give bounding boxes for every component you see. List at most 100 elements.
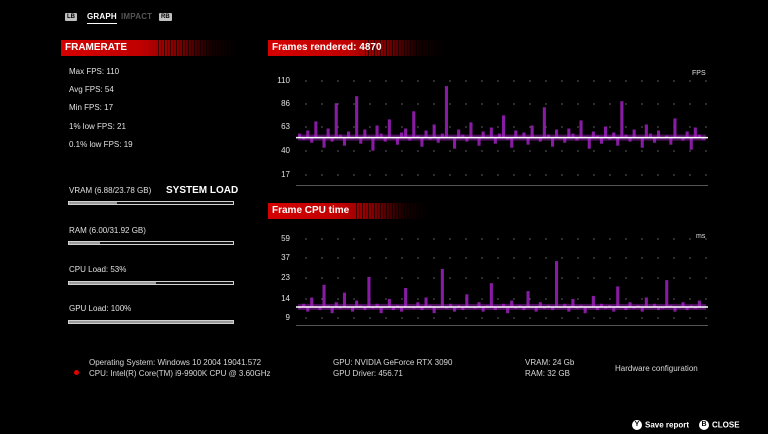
grid-dot	[705, 150, 707, 152]
grid-dot	[593, 317, 595, 319]
data-bar	[673, 118, 677, 138]
grid-dot	[513, 126, 515, 128]
grid-dot	[305, 174, 307, 176]
data-bar	[489, 283, 493, 307]
grid-dot	[385, 174, 387, 176]
grid-dot	[369, 317, 371, 319]
grid-dot	[641, 257, 643, 259]
data-bar	[440, 269, 444, 307]
grid-dot	[593, 80, 595, 82]
data-bar	[591, 295, 595, 307]
grid-dot	[465, 174, 467, 176]
grid-dot	[417, 238, 419, 240]
data-bar	[465, 294, 469, 307]
data-bar	[310, 297, 314, 307]
grid-dot	[433, 103, 435, 105]
grid-dot	[673, 103, 675, 105]
grid-dot	[529, 257, 531, 259]
data-bar	[571, 299, 575, 307]
grid-dot	[433, 150, 435, 152]
grid-dot	[417, 126, 419, 128]
grid-dot	[401, 80, 403, 82]
grid-dot	[545, 298, 547, 300]
data-bar	[510, 300, 514, 307]
cpu-time-chart-header: Frame CPU time	[268, 203, 428, 219]
grid-dot	[593, 126, 595, 128]
data-bar	[412, 111, 416, 138]
grid-dot	[449, 80, 451, 82]
cpu-time-chart	[296, 238, 708, 326]
grid-dot	[625, 150, 627, 152]
grid-dot	[497, 150, 499, 152]
cpu-load-bar-fill	[69, 282, 156, 284]
lb-bumper-icon[interactable]: LB	[65, 13, 77, 21]
grid-dot	[321, 103, 323, 105]
grid-dot	[417, 317, 419, 319]
data-bar	[322, 137, 326, 148]
close-button[interactable]: B CLOSE	[699, 416, 740, 434]
tab-impact[interactable]: IMPACT	[121, 12, 153, 21]
grid-dot	[689, 257, 691, 259]
grid-dot	[705, 238, 707, 240]
grid-dot	[481, 80, 483, 82]
data-bar	[395, 137, 399, 145]
grid-dot	[545, 238, 547, 240]
grid-dot	[641, 126, 643, 128]
grid-dot	[401, 174, 403, 176]
data-bar	[493, 137, 497, 144]
b-button-icon: B	[699, 419, 709, 430]
grid-dot	[689, 317, 691, 319]
data-bar	[640, 137, 644, 148]
grid-dot	[337, 238, 339, 240]
grid-dot	[673, 298, 675, 300]
grid-dot	[353, 298, 355, 300]
grid-dot	[385, 80, 387, 82]
grid-dot	[305, 238, 307, 240]
tab-graph[interactable]: GRAPH	[87, 12, 117, 24]
grid-dot	[513, 238, 515, 240]
cpu-load-bar	[68, 281, 234, 285]
vram-bar-fill	[69, 202, 117, 204]
data-bar	[510, 137, 514, 148]
grid-dot	[321, 257, 323, 259]
grid-dot	[449, 103, 451, 105]
grid-dot	[449, 238, 451, 240]
grid-dot	[337, 174, 339, 176]
grid-dot	[465, 126, 467, 128]
grid-dot	[625, 80, 627, 82]
grid-dot	[497, 317, 499, 319]
rb-bumper-icon[interactable]: RB	[159, 13, 172, 21]
data-bar	[444, 86, 448, 138]
close-label: CLOSE	[712, 420, 740, 430]
data-bar	[424, 130, 428, 138]
grid-dot	[705, 317, 707, 319]
grid-dot	[609, 238, 611, 240]
grid-dot	[337, 80, 339, 82]
data-bar	[689, 137, 693, 150]
save-report-button[interactable]: Y Save report	[632, 416, 689, 434]
data-bar	[616, 286, 620, 307]
grid-dot	[593, 174, 595, 176]
framerate-header: FRAMERATE	[61, 40, 237, 56]
grid-dot	[481, 126, 483, 128]
grid-dot	[513, 277, 515, 279]
data-bar	[632, 129, 636, 138]
grid-dot	[497, 103, 499, 105]
data-bar	[469, 122, 473, 138]
grid-dot	[433, 298, 435, 300]
grid-dot	[545, 150, 547, 152]
grid-dot	[353, 238, 355, 240]
grid-dot	[577, 80, 579, 82]
grid-dot	[417, 150, 419, 152]
red-dot-icon	[74, 370, 79, 375]
gpu-load-bar-fill	[69, 321, 233, 323]
grid-dot	[609, 257, 611, 259]
data-bar	[481, 131, 485, 138]
gpu-driver-info: GPU Driver: 456.71	[333, 369, 403, 378]
grid-dot	[641, 317, 643, 319]
grid-dot	[497, 257, 499, 259]
grid-dot	[353, 257, 355, 259]
grid-dot	[609, 103, 611, 105]
grid-dot	[465, 103, 467, 105]
grid-dot	[385, 317, 387, 319]
